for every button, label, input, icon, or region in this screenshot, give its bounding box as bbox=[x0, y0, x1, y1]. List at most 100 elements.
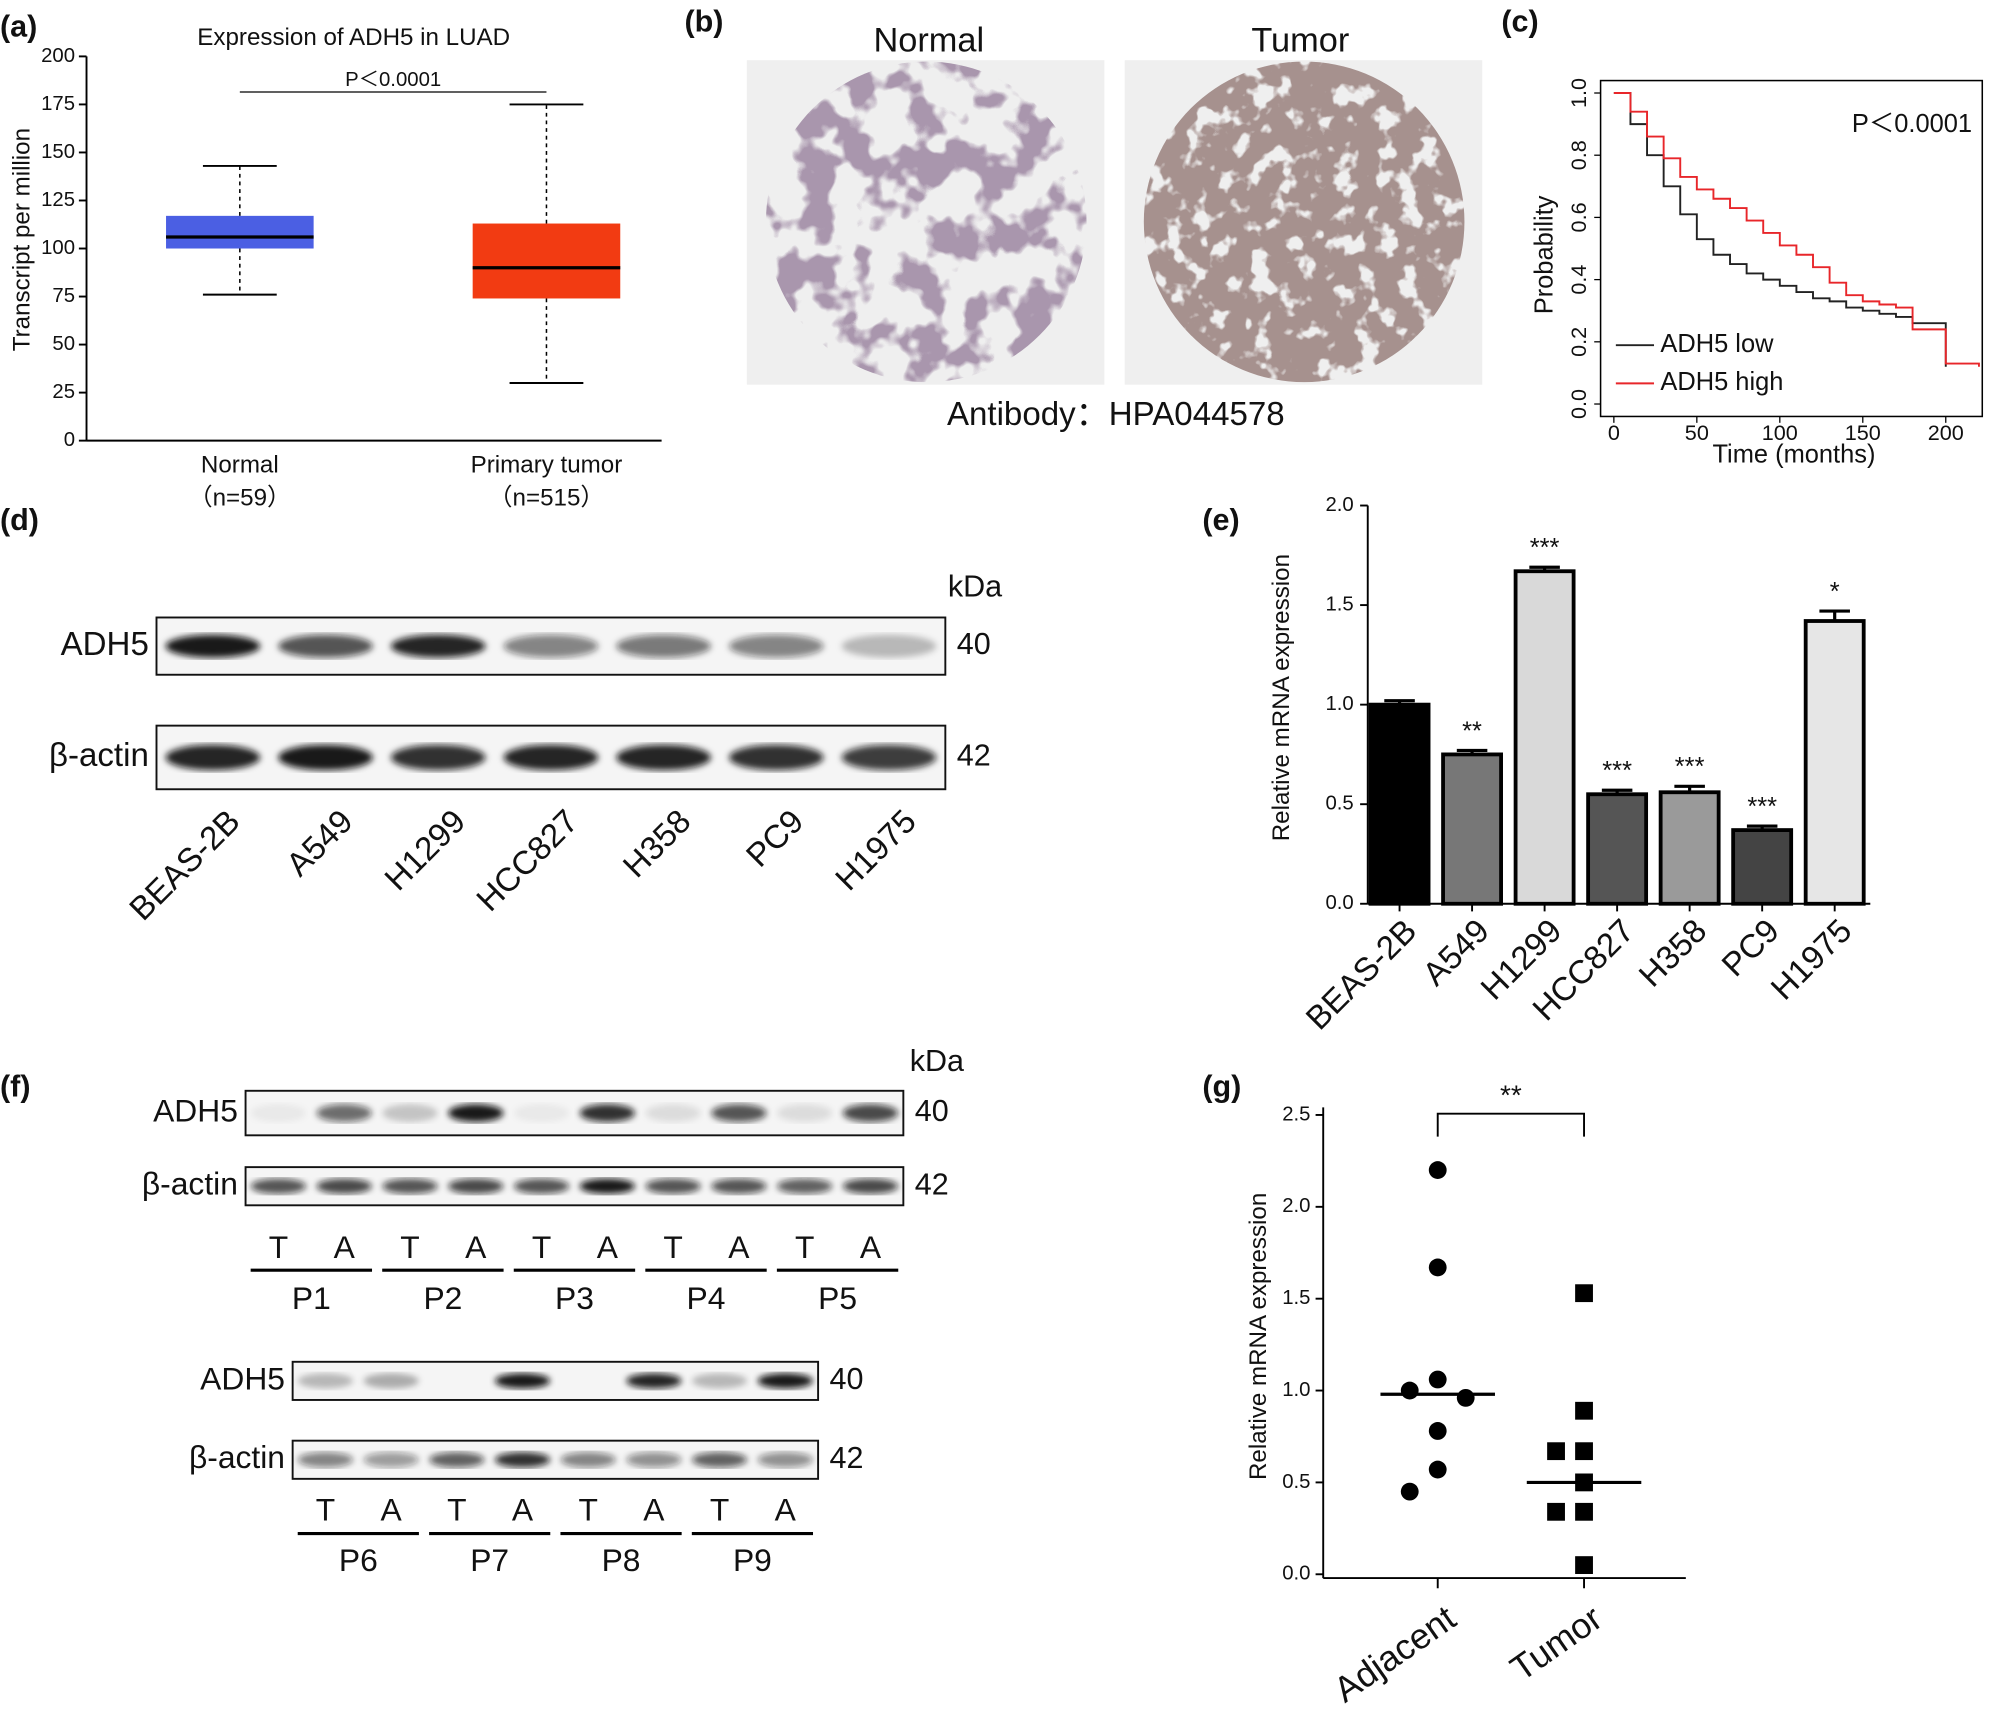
x-tick-label: 100 bbox=[1762, 420, 1798, 445]
bar bbox=[1803, 619, 1866, 906]
row-label: β-actin bbox=[49, 737, 149, 774]
box bbox=[166, 215, 314, 249]
panel-label: (a) bbox=[0, 9, 37, 43]
band bbox=[278, 744, 373, 771]
band bbox=[728, 744, 824, 771]
x-tick-label: 50 bbox=[1685, 420, 1709, 445]
row-label: ADH5 bbox=[153, 1092, 238, 1128]
band bbox=[513, 1104, 570, 1122]
sample-size: （n=515） bbox=[488, 485, 604, 512]
band bbox=[579, 1178, 635, 1194]
band bbox=[250, 1178, 307, 1194]
band bbox=[316, 1178, 372, 1194]
band bbox=[513, 1178, 570, 1194]
y-tick-label: 2.5 bbox=[1282, 1103, 1310, 1125]
y-tick-label: 25 bbox=[52, 381, 75, 403]
patient-label: P4 bbox=[687, 1280, 726, 1316]
kda-label: 40 bbox=[830, 1362, 864, 1396]
y-tick-label: 1.0 bbox=[1325, 693, 1353, 715]
point bbox=[1400, 1482, 1419, 1501]
patient-label: P5 bbox=[818, 1280, 857, 1316]
survival-curve bbox=[1613, 92, 1947, 367]
y-tick-label: 75 bbox=[52, 285, 75, 307]
annotation: P＜0.0001 bbox=[1852, 110, 1972, 138]
band bbox=[390, 744, 486, 771]
band bbox=[645, 1104, 701, 1122]
kda-label: 42 bbox=[915, 1167, 949, 1201]
point bbox=[1428, 1370, 1447, 1389]
lane-label: A bbox=[512, 1491, 534, 1527]
point bbox=[1547, 1442, 1565, 1461]
bar bbox=[1658, 790, 1721, 906]
band bbox=[560, 1452, 616, 1468]
lane-label: HCC827 bbox=[470, 803, 586, 919]
error-bar bbox=[1384, 699, 1415, 705]
band bbox=[842, 1178, 899, 1194]
lane-label: A bbox=[775, 1491, 797, 1527]
y-tick-label: 0.0 bbox=[1325, 892, 1353, 914]
band bbox=[429, 1452, 485, 1468]
ihc-normal-tissue bbox=[765, 61, 1087, 383]
band bbox=[691, 1452, 748, 1468]
significance: *** bbox=[1602, 757, 1632, 785]
y-tick-label: 175 bbox=[41, 93, 75, 115]
band bbox=[278, 634, 373, 658]
band bbox=[316, 1104, 372, 1122]
y-tick-label: 0.8 bbox=[1566, 140, 1591, 170]
error-bar bbox=[1456, 748, 1488, 755]
x-tick-label: Primary tumor bbox=[471, 451, 623, 478]
y-tick-label: 150 bbox=[41, 141, 75, 163]
ihc-title: Tumor bbox=[1251, 21, 1349, 59]
band bbox=[711, 1104, 767, 1122]
band bbox=[561, 1373, 616, 1388]
panel-label: (d) bbox=[0, 503, 39, 537]
error-bar bbox=[1746, 824, 1778, 831]
lane-label: H1299 bbox=[378, 803, 473, 898]
point bbox=[1575, 1284, 1593, 1303]
lane-label: A549 bbox=[279, 803, 360, 884]
lane-label: H358 bbox=[616, 803, 698, 885]
band bbox=[645, 1178, 701, 1194]
band bbox=[503, 744, 599, 771]
panel-label: (g) bbox=[1202, 1069, 1241, 1103]
error-bar bbox=[1674, 784, 1705, 793]
x-tick-label: 200 bbox=[1928, 420, 1964, 445]
band bbox=[503, 634, 599, 658]
bar bbox=[1441, 752, 1503, 906]
point bbox=[1428, 1460, 1447, 1479]
significance: * bbox=[1830, 578, 1840, 606]
point bbox=[1547, 1502, 1565, 1521]
band bbox=[842, 1104, 899, 1122]
band bbox=[777, 1178, 833, 1194]
lane-label: A bbox=[643, 1491, 665, 1527]
kda-unit: kDa bbox=[910, 1044, 964, 1078]
significance: ** bbox=[1462, 717, 1482, 745]
error-bar bbox=[1529, 565, 1560, 572]
lane-label: T bbox=[795, 1229, 814, 1265]
lane-label: PC9 bbox=[739, 803, 811, 875]
survival-curve bbox=[1613, 92, 1980, 367]
significance: *** bbox=[1747, 793, 1777, 821]
band bbox=[626, 1452, 682, 1468]
band bbox=[165, 634, 261, 658]
bar bbox=[1368, 702, 1431, 906]
band bbox=[757, 1452, 813, 1468]
x-tick-label: 150 bbox=[1845, 420, 1881, 445]
bar bbox=[1513, 569, 1576, 906]
y-tick-label: 0 bbox=[64, 429, 75, 451]
lane-label: T bbox=[532, 1229, 551, 1265]
lane-label: A bbox=[597, 1229, 619, 1265]
y-axis-label: Relative mRNA expression bbox=[1245, 1193, 1272, 1480]
panel-label: (e) bbox=[1202, 503, 1239, 537]
y-tick-label: 2.0 bbox=[1325, 494, 1353, 516]
y-tick-label: 1.5 bbox=[1325, 593, 1353, 615]
y-tick-label: 2.0 bbox=[1282, 1195, 1310, 1217]
patient-label: P7 bbox=[470, 1542, 509, 1578]
point bbox=[1428, 1161, 1447, 1179]
plot-frame bbox=[1599, 79, 1984, 418]
band bbox=[841, 744, 937, 771]
point bbox=[1575, 1556, 1593, 1574]
lane-label: T bbox=[269, 1229, 288, 1265]
lane-label: T bbox=[578, 1491, 597, 1527]
